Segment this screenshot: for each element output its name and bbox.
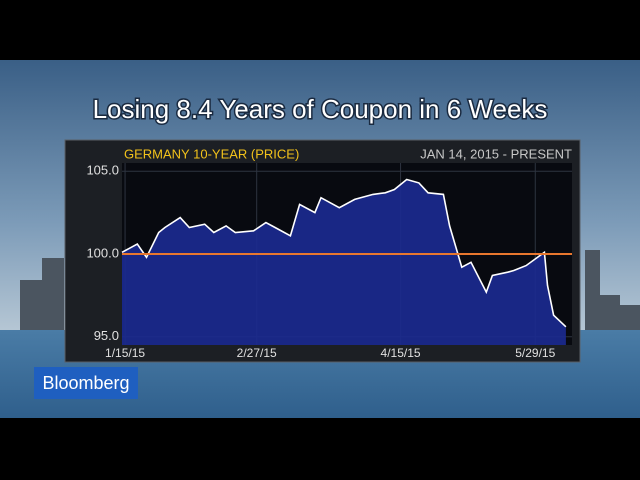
x-tick-label: 5/29/15 — [515, 346, 555, 360]
y-tick-label: 100.0 — [86, 245, 119, 260]
y-tick-label: 105.0 — [86, 163, 119, 178]
brand: Bloomberg — [42, 373, 129, 393]
period-label: JAN 14, 2015 - PRESENT — [420, 146, 572, 161]
x-tick-label: 2/27/15 — [237, 346, 277, 360]
area — [122, 179, 566, 345]
x-tick-label: 1/15/15 — [105, 346, 145, 360]
x-tick-label: 4/15/15 — [381, 346, 421, 360]
skyline — [20, 250, 640, 330]
line — [121, 178, 567, 328]
y-tick-label: 95.0 — [94, 328, 119, 343]
brand-badge — [34, 367, 138, 399]
series-label: GERMANY 10-YEAR (PRICE) — [124, 146, 299, 161]
chart-title: Losing 8.4 Years of Coupon in 6 Weeks — [93, 94, 548, 124]
